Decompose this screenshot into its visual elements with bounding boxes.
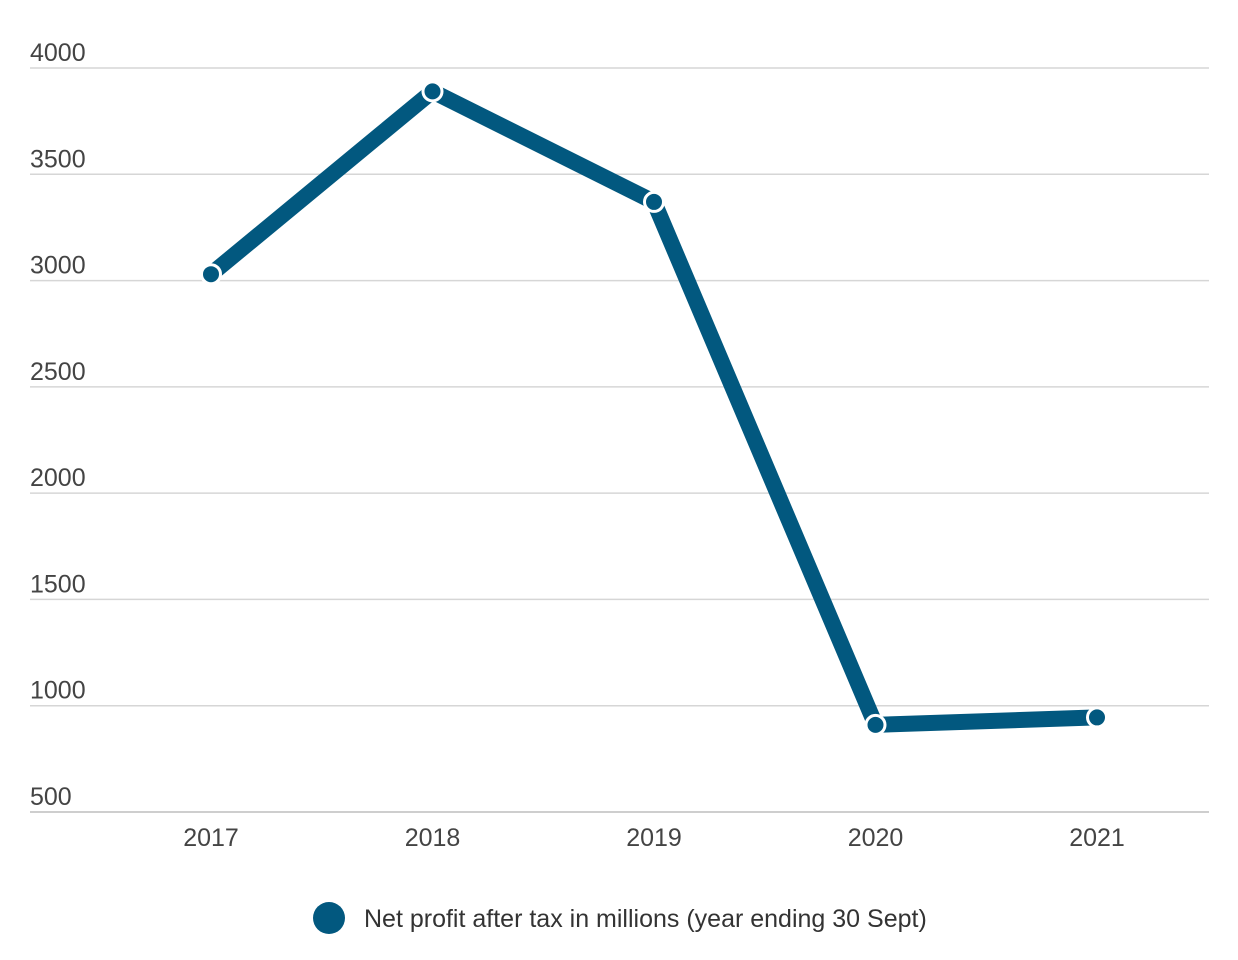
y-tick-label: 1000 (30, 677, 86, 705)
x-axis-ticks: 2017 2018 2019 2020 2021 (183, 824, 1125, 852)
data-point-2018 (421, 80, 444, 103)
series-line (203, 83, 1105, 733)
x-tick-label: 2021 (1069, 824, 1125, 852)
y-tick-label: 4000 (30, 39, 86, 67)
x-tick-label: 2019 (626, 824, 682, 852)
y-tick-label: 500 (30, 783, 72, 811)
y-tick-label: 3500 (30, 145, 86, 173)
y-tick-label: 2500 (30, 358, 86, 386)
x-tick-label: 2020 (848, 824, 904, 852)
data-point-2017 (200, 263, 222, 286)
y-axis-ticks: 500 1000 1500 2000 2500 3000 3500 4000 (30, 39, 86, 811)
series-layer (200, 80, 1108, 736)
x-tick-label: 2017 (183, 824, 239, 852)
y-tick-label: 2000 (30, 464, 86, 492)
data-point-2019 (643, 190, 665, 213)
data-point-2021 (1086, 706, 1108, 729)
y-tick-label: 3000 (30, 252, 86, 280)
gridlines (30, 67, 1209, 813)
legend-label: Net profit after tax in millions (year e… (364, 905, 927, 933)
legend: Net profit after tax in millions (year e… (313, 902, 927, 934)
x-tick-label: 2018 (405, 824, 461, 852)
legend-swatch (313, 902, 345, 934)
data-point-2020 (864, 713, 887, 736)
y-tick-label: 1500 (30, 570, 86, 598)
